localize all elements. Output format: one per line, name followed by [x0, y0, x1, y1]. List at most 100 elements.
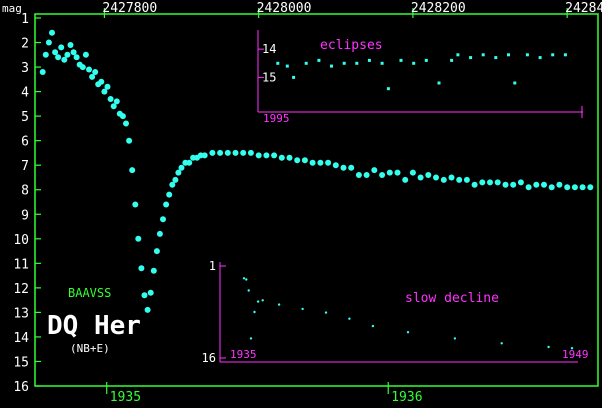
x-tick-label-top: 2428400 — [565, 1, 602, 16]
decline-y-tick-label: 1 — [209, 259, 216, 273]
y-tick-label: 14 — [13, 331, 29, 346]
decline-point — [406, 331, 410, 334]
data-point — [98, 78, 105, 85]
data-point — [386, 169, 393, 176]
decline-point — [256, 300, 260, 303]
eclipse-point — [450, 58, 454, 62]
decline-start-year: 1935 — [230, 348, 257, 361]
eclipses-y-ticks: 14 15 — [258, 42, 276, 84]
data-point — [533, 181, 540, 188]
y-tick-label: 11 — [13, 257, 29, 272]
data-point — [217, 149, 224, 156]
data-point — [79, 64, 86, 71]
eclipse-point — [437, 81, 441, 85]
eclipses-y-tick-label: 14 — [262, 42, 276, 56]
eclipse-point — [285, 64, 289, 68]
eclipse-point — [513, 81, 517, 85]
y-tick-label: 2 — [21, 37, 29, 52]
data-point — [64, 51, 71, 58]
data-point — [456, 176, 463, 183]
data-point — [209, 149, 216, 156]
decline-point — [247, 289, 250, 292]
data-point — [355, 172, 362, 178]
eclipse-point — [525, 53, 529, 57]
eclipse-point — [551, 53, 555, 57]
y-tick-label: 3 — [21, 61, 29, 76]
main-x-ticks-top: 2427800 2428000 2428200 2428400 — [102, 1, 602, 18]
eclipses-inset: eclipses 1995 14 15 — [257, 30, 583, 125]
data-point — [425, 172, 432, 178]
data-point — [119, 113, 126, 120]
data-point — [132, 201, 139, 208]
data-point — [144, 306, 151, 313]
data-point — [175, 169, 182, 176]
eclipses-y-tick-label: 15 — [262, 70, 276, 84]
y-tick-label: 12 — [13, 282, 29, 297]
x-tick-label-bottom: 1936 — [391, 390, 422, 405]
decline-y-ticks: 1 16 — [202, 259, 226, 365]
eclipse-point — [276, 61, 280, 65]
decline-point — [371, 324, 375, 328]
decline-point — [261, 299, 264, 302]
data-point — [92, 69, 99, 75]
decline-point — [453, 337, 457, 340]
y-axis-title: mag — [2, 2, 22, 15]
y-tick-label: 16 — [13, 380, 29, 395]
decline-point — [245, 278, 248, 281]
data-point — [172, 176, 179, 183]
data-point — [61, 56, 68, 63]
data-point — [178, 164, 185, 171]
data-point — [55, 54, 62, 61]
data-point — [587, 184, 594, 191]
data-point — [123, 120, 129, 127]
eclipse-point — [386, 87, 390, 91]
slow-decline-inset: slow decline 1935 1949 1 16 — [202, 259, 589, 365]
eclipse-point — [367, 58, 371, 62]
main-x-ticks-bottom: 1935 1936 — [106, 382, 423, 405]
data-point — [371, 167, 378, 174]
y-tick-label: 5 — [21, 110, 29, 125]
decline-point — [301, 307, 304, 311]
data-point — [348, 164, 355, 171]
data-point — [138, 265, 145, 272]
eclipse-point — [330, 64, 333, 68]
data-point — [517, 179, 524, 186]
eclipses-year-label: 1995 — [263, 112, 290, 125]
data-point — [494, 179, 501, 186]
data-point — [247, 149, 254, 156]
decline-point — [570, 347, 574, 350]
data-point — [73, 54, 80, 61]
eclipse-point — [494, 56, 498, 60]
organization-label: BAAVSS — [68, 286, 111, 300]
data-point — [409, 169, 416, 176]
data-point — [309, 159, 316, 166]
eclipses-title: eclipses — [320, 38, 383, 53]
decline-point — [277, 303, 281, 306]
x-tick-label-top: 2427800 — [102, 1, 157, 16]
data-point — [294, 157, 301, 164]
data-point — [126, 137, 133, 144]
data-point — [58, 44, 65, 51]
decline-point — [348, 317, 351, 320]
decline-point — [242, 277, 246, 280]
data-point — [325, 159, 332, 166]
data-point — [141, 292, 148, 299]
data-point — [433, 174, 439, 181]
decline-point — [547, 345, 550, 349]
data-point — [89, 73, 96, 80]
data-point — [479, 179, 486, 186]
y-tick-label: 8 — [21, 184, 29, 199]
data-point — [255, 152, 262, 159]
data-point — [107, 96, 114, 102]
data-point — [301, 157, 308, 164]
data-point — [448, 174, 455, 181]
decline-data-points — [242, 277, 574, 350]
x-tick-label-bottom: 1935 — [110, 390, 141, 405]
data-point — [564, 184, 571, 191]
data-point — [579, 184, 586, 191]
eclipse-point — [424, 58, 428, 62]
x-tick-label-top: 2428200 — [411, 1, 466, 16]
y-tick-label: 4 — [21, 86, 29, 101]
data-point — [150, 267, 157, 274]
